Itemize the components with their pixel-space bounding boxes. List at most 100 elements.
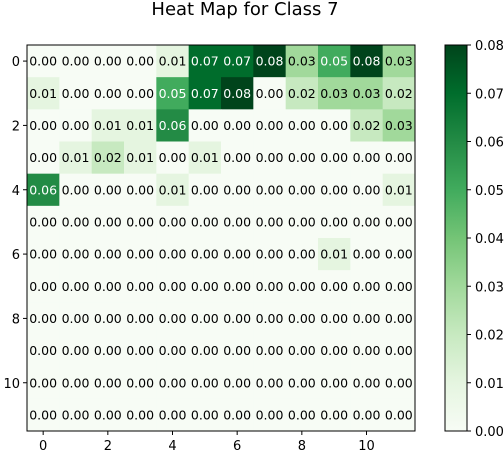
heatmap-cell — [59, 302, 93, 335]
y-tick-label: 4 — [12, 184, 20, 199]
heatmap-cell — [124, 173, 157, 207]
heatmap-cell — [382, 173, 416, 207]
cell-value-label: 0.00 — [62, 54, 90, 69]
y-tick-label: 6 — [12, 248, 20, 263]
heatmap-cell — [285, 77, 319, 110]
cell-value-label: 0.00 — [223, 150, 251, 165]
cell-value-label: 0.07 — [191, 54, 219, 69]
cell-value-label: 0.00 — [223, 343, 251, 358]
cell-value-label: 0.00 — [126, 214, 154, 229]
heatmap-cell — [285, 270, 319, 303]
x-tick-label: 10 — [358, 439, 375, 454]
cell-value-label: 0.00 — [288, 247, 316, 262]
heatmap-cell — [91, 109, 125, 142]
heatmap-cell — [318, 334, 351, 368]
heatmap-cell — [59, 270, 93, 303]
cell-value-label: 0.02 — [353, 118, 381, 133]
cell-value-label: 0.00 — [320, 118, 348, 133]
heatmap-cell — [91, 302, 125, 335]
heatmap-cell — [253, 173, 287, 207]
heatmap-cell — [253, 141, 287, 175]
heatmap-cell — [382, 205, 416, 239]
cell-value-label: 0.00 — [256, 214, 284, 229]
cell-value-label: 0.03 — [353, 86, 381, 101]
cell-value-label: 0.00 — [191, 407, 219, 422]
heatmap-cell — [221, 334, 254, 368]
heatmap-cell — [156, 238, 190, 271]
cell-value-label: 0.00 — [320, 407, 348, 422]
cell-value-label: 0.00 — [191, 311, 219, 326]
heatmap-cell — [27, 366, 60, 400]
heatmap-cell — [350, 238, 384, 271]
heatmap-cell — [253, 302, 287, 335]
heatmap-cell — [188, 398, 222, 432]
heatmap-cell — [188, 173, 222, 207]
cell-value-label: 0.00 — [94, 311, 122, 326]
heatmap-cell — [285, 238, 319, 271]
cell-value-label: 0.00 — [353, 375, 381, 390]
heatmap-cell — [59, 141, 93, 175]
heatmap-cell — [318, 302, 351, 335]
heatmap-cell — [156, 270, 190, 303]
cell-value-label: 0.01 — [126, 150, 154, 165]
cell-value-label: 0.01 — [191, 150, 219, 165]
cell-value-label: 0.00 — [62, 343, 90, 358]
heatmap-cell — [124, 109, 157, 142]
x-tick-label: 2 — [104, 439, 112, 454]
cell-value-label: 0.00 — [223, 214, 251, 229]
heatmap-cell — [318, 173, 351, 207]
heatmap-cell — [124, 205, 157, 239]
cell-value-label: 0.00 — [29, 407, 57, 422]
cell-value-label: 0.00 — [29, 311, 57, 326]
cell-value-label: 0.00 — [320, 343, 348, 358]
heatmap-cell — [221, 45, 254, 78]
heatmap-cell — [27, 270, 60, 303]
cell-value-label: 0.03 — [385, 118, 413, 133]
cell-value-label: 0.01 — [62, 150, 90, 165]
cell-value-label: 0.00 — [288, 375, 316, 390]
cell-value-label: 0.03 — [288, 54, 316, 69]
heatmap-cell — [285, 366, 319, 400]
cell-value-label: 0.01 — [385, 182, 413, 197]
heatmap-cell — [91, 366, 125, 400]
cell-value-label: 0.07 — [191, 86, 219, 101]
heatmap-cell — [221, 77, 254, 110]
heatmap-cell — [318, 238, 351, 271]
cell-value-label: 0.00 — [29, 247, 57, 262]
cell-value-label: 0.00 — [320, 214, 348, 229]
heatmap-cell — [91, 141, 125, 175]
heatmap-cell — [124, 141, 157, 175]
cell-value-label: 0.07 — [223, 54, 251, 69]
cell-value-label: 0.00 — [29, 375, 57, 390]
cell-value-label: 0.05 — [320, 54, 348, 69]
heatmap-cell — [221, 366, 254, 400]
heatmap-cell — [318, 366, 351, 400]
cell-value-label: 0.00 — [385, 279, 413, 294]
heatmap-cell — [318, 45, 351, 78]
cell-value-label: 0.00 — [126, 375, 154, 390]
heatmap-cell — [188, 238, 222, 271]
heatmap-cell — [27, 205, 60, 239]
heatmap-cell — [285, 109, 319, 142]
heatmap-cell — [59, 173, 93, 207]
heatmap-cell — [188, 366, 222, 400]
heatmap-cell — [285, 334, 319, 368]
heatmap-cell — [221, 141, 254, 175]
cell-value-label: 0.00 — [159, 407, 187, 422]
heatmap-cell — [91, 173, 125, 207]
heatmap-cell — [156, 141, 190, 175]
heatmap-cell — [318, 398, 351, 432]
cell-value-label: 0.00 — [320, 182, 348, 197]
cell-value-label: 0.00 — [159, 375, 187, 390]
x-tick-label: 4 — [168, 439, 176, 454]
cell-value-label: 0.08 — [353, 54, 381, 69]
cell-value-label: 0.01 — [159, 54, 187, 69]
plot-frame — [26, 44, 416, 432]
cell-value-label: 0.00 — [353, 150, 381, 165]
cell-value-label: 0.00 — [320, 150, 348, 165]
heatmap-cell — [221, 205, 254, 239]
heatmap-cell — [350, 141, 384, 175]
heatmap-cell — [382, 77, 416, 110]
cell-value-label: 0.00 — [94, 214, 122, 229]
cell-value-label: 0.00 — [29, 343, 57, 358]
